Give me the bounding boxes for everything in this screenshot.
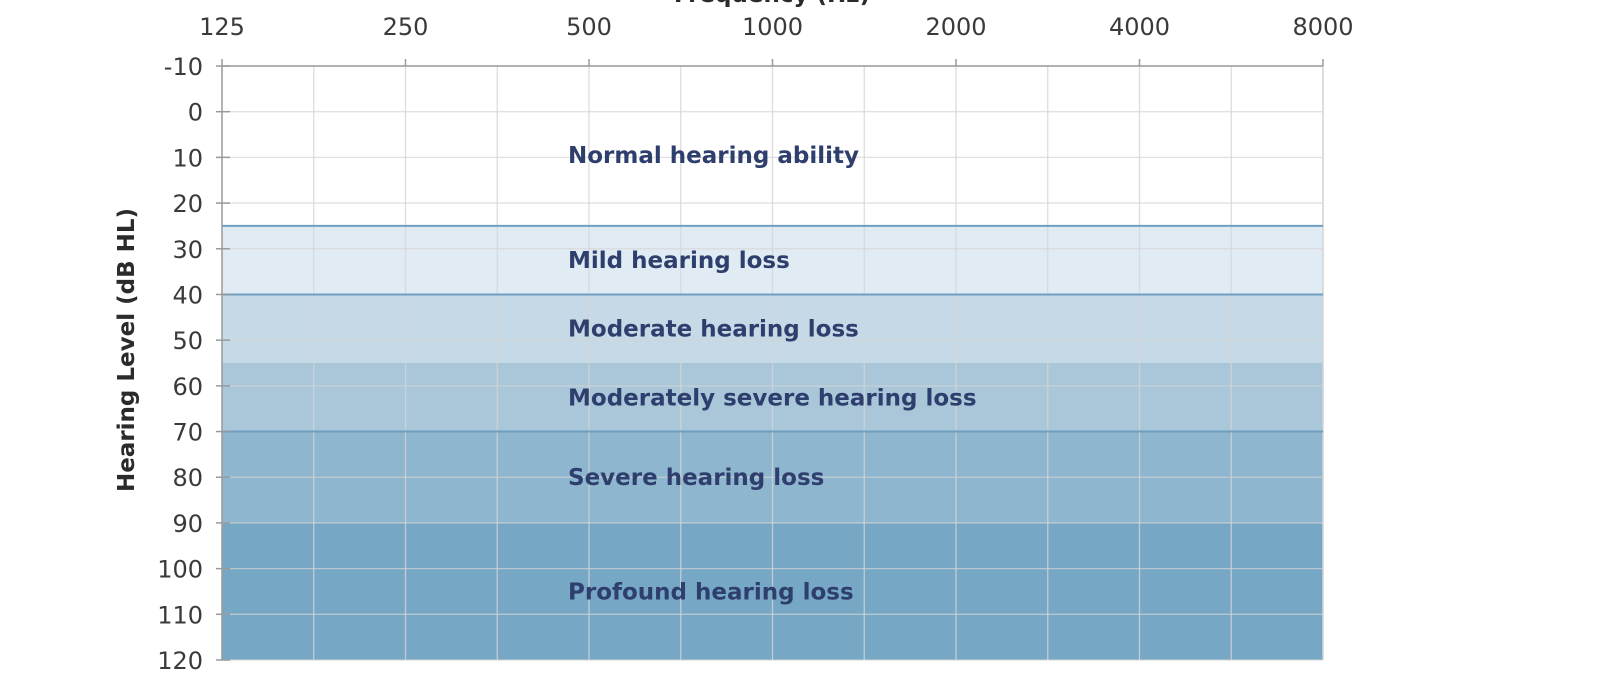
y-tick-label: 100 (157, 556, 203, 584)
y-tick-label: 10 (172, 144, 203, 172)
x-tick-label: 500 (566, 13, 612, 41)
y-tick-label: -10 (164, 53, 203, 81)
y-tick-label: 50 (172, 327, 203, 355)
x-tick-label: 2000 (925, 13, 986, 41)
band-labels-layer: Normal hearing ability Mild hearing loss M… (568, 143, 977, 605)
band-label: Moderately severe hearing loss (568, 385, 977, 411)
x-tick-label: 1000 (742, 13, 803, 41)
y-tick-label: 20 (172, 190, 203, 218)
band-label: Profound hearing loss (568, 579, 854, 605)
y-tick-label: 30 (172, 236, 203, 264)
y-tick-label: 0 (188, 99, 203, 127)
band-label: Normal hearing ability (568, 143, 859, 169)
y-tick-label: 40 (172, 281, 203, 309)
dividers-layer (222, 224, 1323, 433)
y-axis-title: Hearing Level (dB HL) (114, 208, 140, 492)
band-label: Moderate hearing loss (568, 317, 859, 343)
x-tick-label: 8000 (1292, 13, 1353, 41)
x-axis-title: Frequency (Hz) (674, 0, 870, 8)
axes-layer: 125 250 500 1000 2000 4000 8000 -10 0 10 20 30 40 50 6… (157, 13, 1353, 675)
x-tick-label: 250 (383, 13, 429, 41)
y-tick-label: 70 (172, 419, 203, 447)
y-tick-label: 90 (172, 510, 203, 538)
y-tick-label: 110 (157, 601, 203, 629)
band-label: Mild hearing loss (568, 248, 790, 274)
y-tick-label: 120 (157, 647, 203, 675)
x-tick-label: 4000 (1109, 13, 1170, 41)
band-label: Severe hearing loss (568, 465, 824, 491)
y-tick-label: 80 (172, 464, 203, 492)
x-tick-label: 125 (199, 13, 245, 41)
y-tick-label: 60 (172, 373, 203, 401)
